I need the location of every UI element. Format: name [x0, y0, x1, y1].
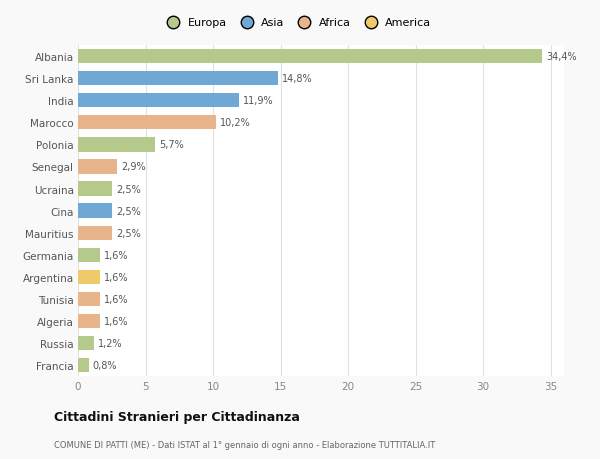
Bar	[78, 336, 94, 351]
Bar	[78, 160, 117, 174]
Text: 1,6%: 1,6%	[104, 272, 128, 282]
Text: COMUNE DI PATTI (ME) - Dati ISTAT al 1° gennaio di ogni anno - Elaborazione TUTT: COMUNE DI PATTI (ME) - Dati ISTAT al 1° …	[54, 441, 435, 449]
Text: 34,4%: 34,4%	[547, 52, 577, 62]
Legend: Europa, Asia, Africa, America: Europa, Asia, Africa, America	[162, 18, 431, 28]
Text: 2,5%: 2,5%	[116, 228, 140, 238]
Text: 2,5%: 2,5%	[116, 206, 140, 216]
Bar	[78, 292, 100, 307]
Bar	[78, 358, 89, 373]
Bar	[78, 72, 278, 86]
Text: 2,9%: 2,9%	[121, 162, 146, 172]
Text: 1,6%: 1,6%	[104, 250, 128, 260]
Bar	[78, 314, 100, 329]
Text: 10,2%: 10,2%	[220, 118, 251, 128]
Bar	[78, 94, 239, 108]
Bar	[78, 226, 112, 241]
Bar	[78, 204, 112, 218]
Bar	[78, 138, 155, 152]
Text: 1,6%: 1,6%	[104, 294, 128, 304]
Text: Cittadini Stranieri per Cittadinanza: Cittadini Stranieri per Cittadinanza	[54, 410, 300, 423]
Text: 5,7%: 5,7%	[159, 140, 184, 150]
Bar	[78, 182, 112, 196]
Text: 1,2%: 1,2%	[98, 338, 123, 348]
Text: 1,6%: 1,6%	[104, 316, 128, 326]
Bar	[78, 248, 100, 263]
Text: 14,8%: 14,8%	[282, 74, 313, 84]
Bar	[78, 270, 100, 285]
Text: 11,9%: 11,9%	[243, 96, 274, 106]
Text: 2,5%: 2,5%	[116, 184, 140, 194]
Text: 0,8%: 0,8%	[93, 360, 118, 370]
Bar	[78, 116, 216, 130]
Bar	[78, 50, 542, 64]
